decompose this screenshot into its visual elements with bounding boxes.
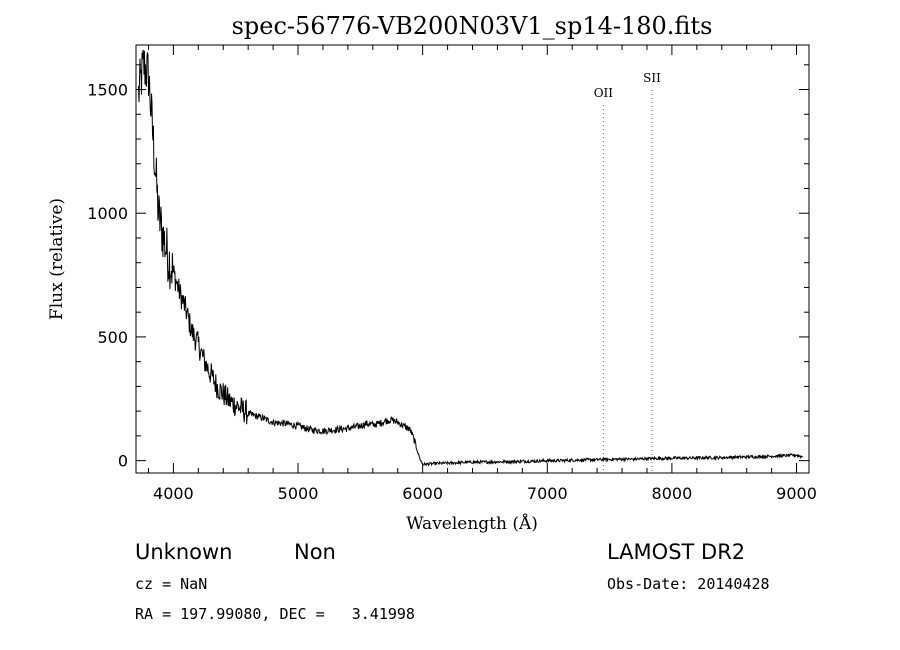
y-tick-label: 0 (118, 452, 128, 471)
x-tick-label: 4000 (153, 484, 194, 503)
emission-line-label: OII (594, 86, 614, 100)
axis-ticks: 4000 5000 6000 7000 8000 9000 0 500 1000 1500 (87, 45, 817, 503)
obs-date-label: Obs-Date: 20140428 (607, 575, 770, 593)
spectrum-line (138, 49, 803, 467)
x-tick-label: 5000 (278, 484, 319, 503)
y-axis-label: Flux (relative) (47, 198, 67, 320)
redshift-label: cz = NaN (135, 575, 208, 593)
emission-line-markers: OII SII (594, 71, 661, 473)
emission-line-label: SII (643, 71, 661, 85)
x-axis-label: Wavelength (Å) (406, 513, 538, 534)
coordinates-label: RA = 197.99080, DEC = 3.41998 (135, 605, 415, 623)
subclass-label: Non (294, 540, 336, 564)
x-tick-label: 6000 (402, 484, 443, 503)
y-tick-label: 1000 (87, 204, 128, 223)
y-tick-label: 500 (97, 328, 128, 347)
y-tick-label: 1500 (87, 81, 128, 100)
x-tick-label: 7000 (527, 484, 568, 503)
survey-label: LAMOST DR2 (607, 540, 746, 564)
x-tick-label: 8000 (652, 484, 693, 503)
chart-title: spec-56776-VB200N03V1_sp14-180.fits (232, 12, 713, 40)
x-tick-label: 9000 (776, 484, 817, 503)
classification-label: Unknown (135, 540, 233, 564)
